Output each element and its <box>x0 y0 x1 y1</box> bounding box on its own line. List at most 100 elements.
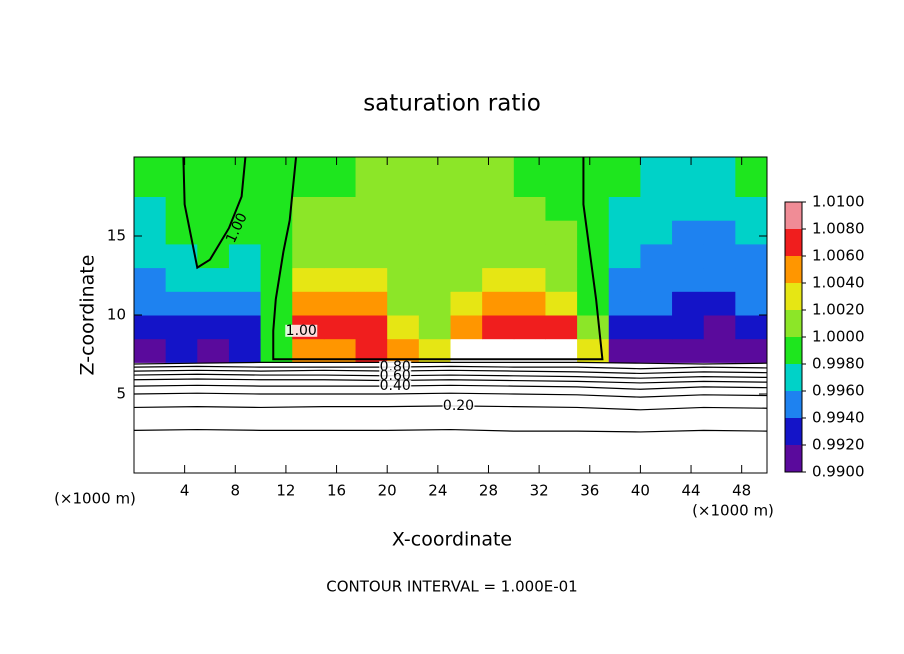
field-cell <box>545 220 578 245</box>
field-cell <box>387 315 420 340</box>
field-cell <box>482 196 515 221</box>
field-cell <box>197 196 230 221</box>
contour-line <box>133 361 768 365</box>
field-cell <box>228 220 262 245</box>
colorbar-tick-label: 1.0080 <box>812 220 865 238</box>
field-cell <box>292 291 325 316</box>
x-axis-label: X-coordinate <box>392 529 512 551</box>
chart-title: saturation ratio <box>363 91 541 117</box>
field-cell <box>735 291 768 316</box>
field-cell <box>197 338 230 363</box>
field-cell <box>703 267 736 292</box>
field-cell <box>134 291 167 316</box>
field-cell <box>134 267 167 292</box>
colorbar-swatch <box>785 337 802 364</box>
field-cell <box>165 315 198 340</box>
field-cell <box>387 157 420 197</box>
x-tick-label: 12 <box>276 482 295 500</box>
field-cell <box>513 315 546 340</box>
contour-line <box>133 365 768 370</box>
field-cell <box>703 291 736 316</box>
field-cell <box>418 267 451 292</box>
field-cell <box>608 267 641 292</box>
field-cell <box>482 243 515 269</box>
contour-line <box>133 392 768 398</box>
field-cell <box>608 338 641 363</box>
field-cell <box>165 220 198 245</box>
field-cell <box>703 243 736 269</box>
field-cell <box>545 291 578 316</box>
colorbar-swatch <box>785 364 802 391</box>
field-cell <box>292 220 325 245</box>
field-cell <box>292 196 325 221</box>
field-cell <box>513 220 546 245</box>
field-cell <box>418 220 451 245</box>
x-tick-label: 40 <box>631 482 650 500</box>
colorbar-tick-label: 0.9980 <box>812 355 865 373</box>
field-cell <box>228 243 262 269</box>
colorbar-swatch <box>785 418 802 445</box>
field-cell <box>577 291 610 316</box>
field-cell <box>165 338 198 363</box>
field-cell <box>640 315 673 340</box>
y-tick-label: 15 <box>107 227 126 245</box>
field-cell <box>197 220 230 245</box>
field-cell <box>387 220 420 245</box>
field-cell <box>197 315 230 340</box>
field-cell <box>735 243 768 269</box>
field-cell <box>387 291 420 316</box>
x-tick-label: 24 <box>428 482 447 500</box>
field-cell <box>545 157 578 197</box>
field-cell <box>323 243 357 269</box>
field-cell <box>513 196 546 221</box>
footer: CONTOUR INTERVAL = 1.000E-01 <box>326 578 577 596</box>
field-cell <box>608 315 641 340</box>
contour-label-bg <box>285 324 318 337</box>
x-tick-label: 20 <box>378 482 397 500</box>
field-cell <box>608 220 641 245</box>
field-cell <box>545 196 578 221</box>
field-cell <box>228 315 262 340</box>
field-cell <box>577 157 610 197</box>
field-cell <box>355 267 388 292</box>
x-tick-label: 28 <box>479 482 498 500</box>
colorbar-tick-label: 1.0100 <box>812 193 865 211</box>
x-tick-label: 32 <box>530 482 549 500</box>
field-cell <box>323 157 357 197</box>
field-cell <box>418 157 451 197</box>
field-cell <box>355 243 388 269</box>
field-cell <box>197 157 230 197</box>
field-cell <box>260 196 293 221</box>
colorbar-tick-label: 0.9940 <box>812 409 865 427</box>
field-cell <box>608 243 641 269</box>
field-cell <box>134 157 167 197</box>
contour-line <box>133 373 768 379</box>
field-cell <box>735 196 768 221</box>
field-cell <box>323 267 357 292</box>
field-cell <box>260 157 293 197</box>
colorbar-swatch <box>785 310 802 337</box>
field-cell <box>450 157 483 197</box>
field-cell <box>323 291 357 316</box>
field-cell <box>703 315 736 340</box>
field-cell <box>640 267 673 292</box>
contour-line <box>133 378 768 384</box>
contour-label: 0.20 <box>443 398 474 414</box>
field-cell <box>482 157 515 197</box>
field-cell <box>292 267 325 292</box>
field-cell <box>355 315 388 340</box>
field-cell <box>545 315 578 340</box>
contour-line <box>272 156 604 361</box>
field-cell <box>482 267 515 292</box>
y-tick-label: 5 <box>116 385 126 403</box>
colorbar-swatch <box>785 229 802 256</box>
contour-line <box>133 369 768 375</box>
x-tick-label: 8 <box>231 482 241 500</box>
field-cell <box>513 243 546 269</box>
field-cell <box>228 338 262 363</box>
field-cell <box>134 220 167 245</box>
contour-label-bg <box>379 380 412 393</box>
field-cell <box>703 157 736 197</box>
field-cell <box>577 196 610 221</box>
